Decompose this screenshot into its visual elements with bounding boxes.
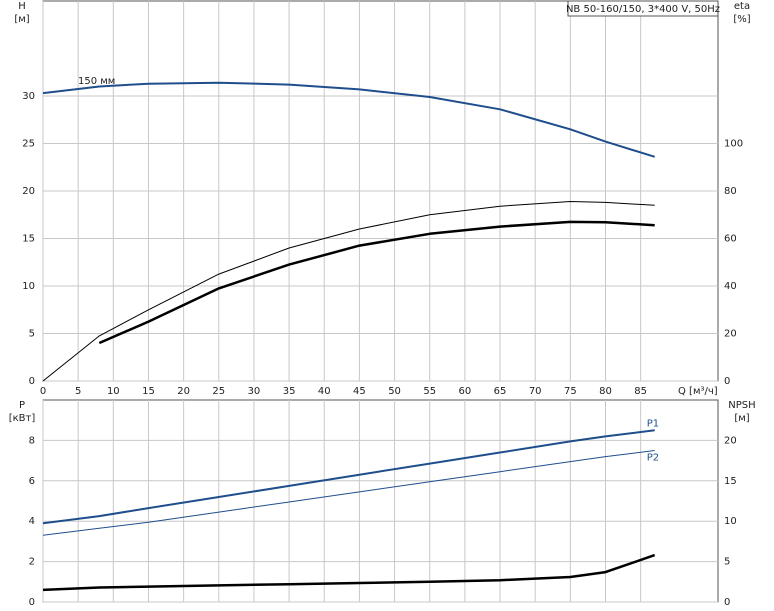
y-tick-label: 8 <box>29 435 35 446</box>
y-tick-label: 5 <box>29 329 35 340</box>
y-tick-label: 4 <box>29 516 35 527</box>
y2-axis-label: eta <box>734 1 750 12</box>
y-tick-label: 0 <box>29 376 35 387</box>
x-tick-label: 50 <box>388 386 401 397</box>
x-tick-label: 40 <box>318 386 331 397</box>
y-axis-label: H <box>18 1 26 12</box>
y-tick-label: 6 <box>29 476 35 487</box>
y-axis-label: P <box>19 400 25 411</box>
y2-tick-label: 100 <box>724 139 743 150</box>
x-tick-label: 20 <box>177 386 190 397</box>
curve <box>42 81 655 158</box>
y2-axis-unit: [м] <box>734 413 749 424</box>
y-tick-label: 2 <box>29 557 35 568</box>
x-tick-label: 30 <box>248 386 261 397</box>
y-axis-unit: [м] <box>14 14 29 25</box>
x-tick-label: 35 <box>283 386 296 397</box>
curve <box>42 201 655 382</box>
x-tick-label: 65 <box>494 386 507 397</box>
x-tick-label: 60 <box>459 386 472 397</box>
y2-tick-label: 0 <box>724 376 730 387</box>
y-tick-label: 20 <box>22 186 35 197</box>
y2-tick-label: 5 <box>724 557 730 568</box>
y2-tick-label: 20 <box>724 329 737 340</box>
plot-frame <box>42 399 719 603</box>
curve-label: 150 мм <box>78 76 115 87</box>
y2-tick-label: 20 <box>724 435 737 446</box>
y-tick-label: 0 <box>29 597 35 608</box>
x-tick-label: 80 <box>599 386 612 397</box>
y2-axis-label: NPSH <box>728 400 755 411</box>
x-tick-label: 70 <box>529 386 542 397</box>
y2-tick-label: 60 <box>724 234 737 245</box>
y2-tick-label: 40 <box>724 281 737 292</box>
curve <box>42 450 655 536</box>
y2-axis-unit: [%] <box>733 14 750 25</box>
x-tick-label: 45 <box>353 386 366 397</box>
x-tick-label: 10 <box>107 386 120 397</box>
y-axis-unit: [кВт] <box>9 413 36 424</box>
x-tick-label: 55 <box>423 386 436 397</box>
x-tick-label: 15 <box>142 386 155 397</box>
x-axis-label: Q [м³/ч] <box>678 386 718 397</box>
y-tick-label: 30 <box>22 91 35 102</box>
x-tick-label: 85 <box>634 386 647 397</box>
curve <box>98 220 655 345</box>
y2-tick-label: 0 <box>724 597 730 608</box>
y-tick-label: 25 <box>22 139 35 150</box>
y2-tick-label: 80 <box>724 186 737 197</box>
y-tick-label: 10 <box>22 281 35 292</box>
chart-title: NB 50-160/150, 3*400 V, 50Hz <box>566 4 720 15</box>
x-tick-label: 0 <box>40 386 46 397</box>
curve-label: P1 <box>647 418 659 429</box>
y2-tick-label: 10 <box>724 516 737 527</box>
x-tick-label: 5 <box>75 386 81 397</box>
x-tick-label: 75 <box>564 386 577 397</box>
title-box <box>567 0 719 17</box>
y2-tick-label: 15 <box>724 476 737 487</box>
curve <box>42 553 656 592</box>
curve <box>42 429 655 525</box>
y-tick-label: 15 <box>22 234 35 245</box>
curve-label: P2 <box>647 453 659 464</box>
x-tick-label: 25 <box>212 386 225 397</box>
